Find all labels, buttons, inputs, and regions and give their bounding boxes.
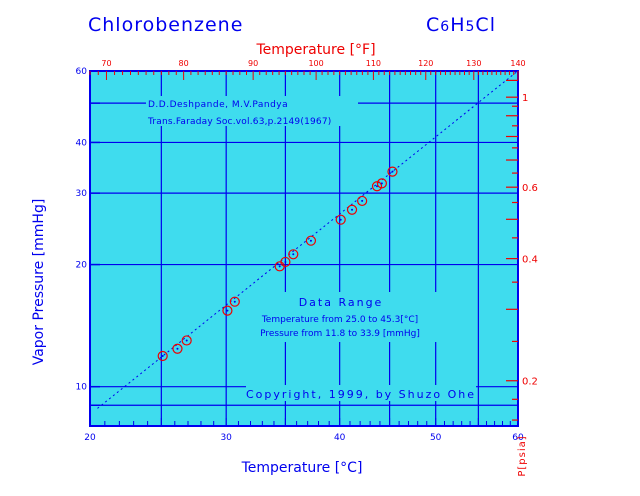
data-point-center	[161, 355, 164, 358]
data-point	[357, 195, 368, 207]
data-point	[222, 305, 233, 316]
y-axis-title: Vapor Pressure [mmHg]	[31, 199, 47, 366]
data-point-center	[351, 208, 354, 211]
y-tick-label: 30	[76, 189, 88, 199]
x-tick-label: 40	[334, 433, 346, 443]
data-point-center	[176, 347, 179, 350]
x2-tick-label: 90	[248, 59, 258, 68]
data-point	[335, 214, 346, 225]
data-point	[172, 343, 183, 354]
data-point	[280, 256, 291, 268]
y-tick-label: 40	[76, 138, 88, 148]
data-point-center	[292, 253, 295, 256]
x2-tick-label: 110	[366, 59, 381, 68]
data-point	[346, 204, 358, 215]
data-point-center	[233, 300, 236, 303]
y2-axis-title: P[psia]	[517, 435, 528, 476]
data-point	[181, 335, 192, 346]
data-point	[288, 249, 299, 260]
data-point	[387, 166, 398, 177]
y-tick-label: 20	[76, 261, 88, 271]
x2-axis-title: Temperature [°F]	[255, 42, 375, 58]
y2-tick-label: 0.4	[522, 255, 538, 266]
data-range-heading: Data Range	[299, 296, 384, 309]
x2-tick-label: 120	[418, 59, 433, 68]
formula-6: 6	[440, 19, 450, 35]
data-point-center	[361, 199, 364, 202]
data-point	[229, 296, 240, 307]
y2-tick-label: 0.2	[522, 377, 538, 388]
x-tick-label: 30	[220, 433, 232, 443]
data-point	[371, 181, 383, 192]
y2-tick-label: 1	[522, 93, 528, 104]
data-point	[305, 235, 317, 246]
x2-tick-label: 80	[179, 59, 189, 68]
data-point-center	[339, 218, 342, 221]
x-tick-label: 20	[84, 433, 96, 443]
x-axis-title: Temperature [°C]	[241, 460, 363, 476]
formula-h: H	[450, 14, 465, 36]
y-tick-label: 60	[76, 67, 88, 77]
data-point	[376, 178, 387, 189]
y2-tick-label: 0.6	[522, 183, 538, 194]
data-point-center	[284, 260, 287, 263]
x-tick-label: 60	[512, 433, 524, 443]
data-range-box	[260, 292, 450, 342]
reference-box	[146, 96, 358, 126]
copyright-box	[246, 385, 476, 401]
formula-cl: Cl	[475, 14, 496, 36]
x2-tick-label: 140	[510, 59, 525, 68]
chart-title: Chlorobenzene	[88, 14, 243, 36]
y-tick-label: 10	[76, 383, 88, 393]
formula-c: C	[426, 14, 440, 36]
copyright-text: Copyright, 1999, by Shuzo Ohe	[246, 388, 476, 401]
chemical-formula: C6H5Cl	[426, 14, 496, 36]
data-range-pressure: Pressure from 11.8 to 33.9 [mmHg]	[260, 329, 420, 339]
data-point-center	[380, 182, 383, 185]
data-point-center	[391, 170, 394, 173]
x2-tick-label: 130	[466, 59, 481, 68]
data-point-center	[185, 339, 188, 342]
data-point-center	[226, 309, 229, 312]
data-point-center	[309, 239, 312, 242]
data-range-temperature: Temperature from 25.0 to 45.3[°C]	[261, 315, 418, 325]
reference-journal: Trans.Faraday Soc.vol.63,p.2149(1967)	[147, 117, 331, 127]
x-tick-label: 50	[430, 433, 442, 443]
x2-tick-label: 100	[308, 59, 323, 68]
x2-tick-label: 70	[101, 59, 111, 68]
reference-authors: D.D.Deshpande, M.V.Pandya	[148, 100, 288, 110]
data-point	[157, 350, 168, 362]
data-point-center	[278, 265, 281, 268]
formula-5: 5	[466, 19, 476, 35]
